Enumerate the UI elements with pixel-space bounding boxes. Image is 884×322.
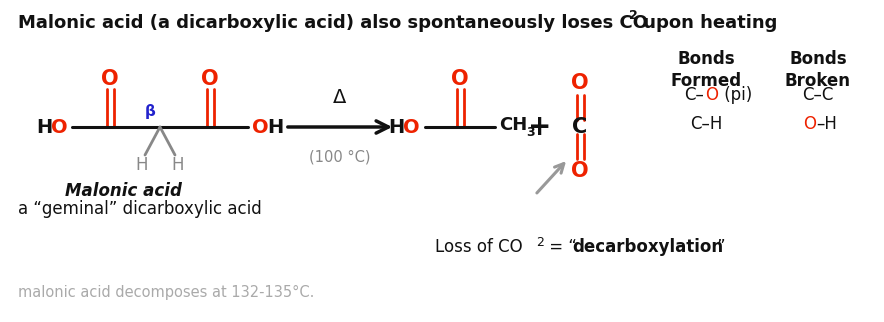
Text: O: O <box>51 118 68 137</box>
Text: decarboxylation: decarboxylation <box>572 238 723 256</box>
Text: O: O <box>252 118 269 137</box>
Text: upon heating: upon heating <box>637 14 777 32</box>
Text: Bonds
Formed: Bonds Formed <box>670 50 742 90</box>
Text: O: O <box>451 69 469 89</box>
Text: Δ: Δ <box>333 88 347 107</box>
Text: C–H: C–H <box>690 115 722 133</box>
Text: (100 °C): (100 °C) <box>309 149 370 164</box>
Text: O: O <box>101 69 118 89</box>
Text: 3: 3 <box>526 126 535 138</box>
Text: O: O <box>803 115 816 133</box>
Text: O: O <box>571 73 589 93</box>
Text: Loss of CO: Loss of CO <box>435 238 522 256</box>
Text: C–: C– <box>684 86 704 104</box>
Text: 2: 2 <box>536 236 544 250</box>
Text: Bonds
Broken: Bonds Broken <box>785 50 851 90</box>
Text: (pi): (pi) <box>719 86 752 104</box>
Text: O: O <box>202 69 219 89</box>
Text: Malonic acid (a dicarboxylic acid) also spontaneously loses CO: Malonic acid (a dicarboxylic acid) also … <box>18 14 648 32</box>
Text: –H: –H <box>816 115 837 133</box>
Text: O: O <box>571 161 589 181</box>
Text: = “: = “ <box>544 238 577 256</box>
Text: O: O <box>705 86 718 104</box>
Text: CH: CH <box>499 116 527 134</box>
Text: C: C <box>572 117 588 137</box>
Text: malonic acid decomposes at 132-135°C.: malonic acid decomposes at 132-135°C. <box>18 285 315 300</box>
Text: ”: ” <box>717 238 726 256</box>
Text: 2: 2 <box>629 9 637 22</box>
Text: H: H <box>389 118 405 137</box>
Text: +: + <box>529 113 552 141</box>
Text: β: β <box>145 104 156 119</box>
Text: O: O <box>403 118 420 137</box>
Text: H: H <box>267 118 283 137</box>
Text: Malonic acid: Malonic acid <box>65 182 182 200</box>
Text: H: H <box>35 118 52 137</box>
Text: H: H <box>171 156 184 174</box>
Text: C–C: C–C <box>803 86 834 104</box>
Text: a “geminal” dicarboxylic acid: a “geminal” dicarboxylic acid <box>18 200 262 218</box>
Text: H: H <box>136 156 149 174</box>
